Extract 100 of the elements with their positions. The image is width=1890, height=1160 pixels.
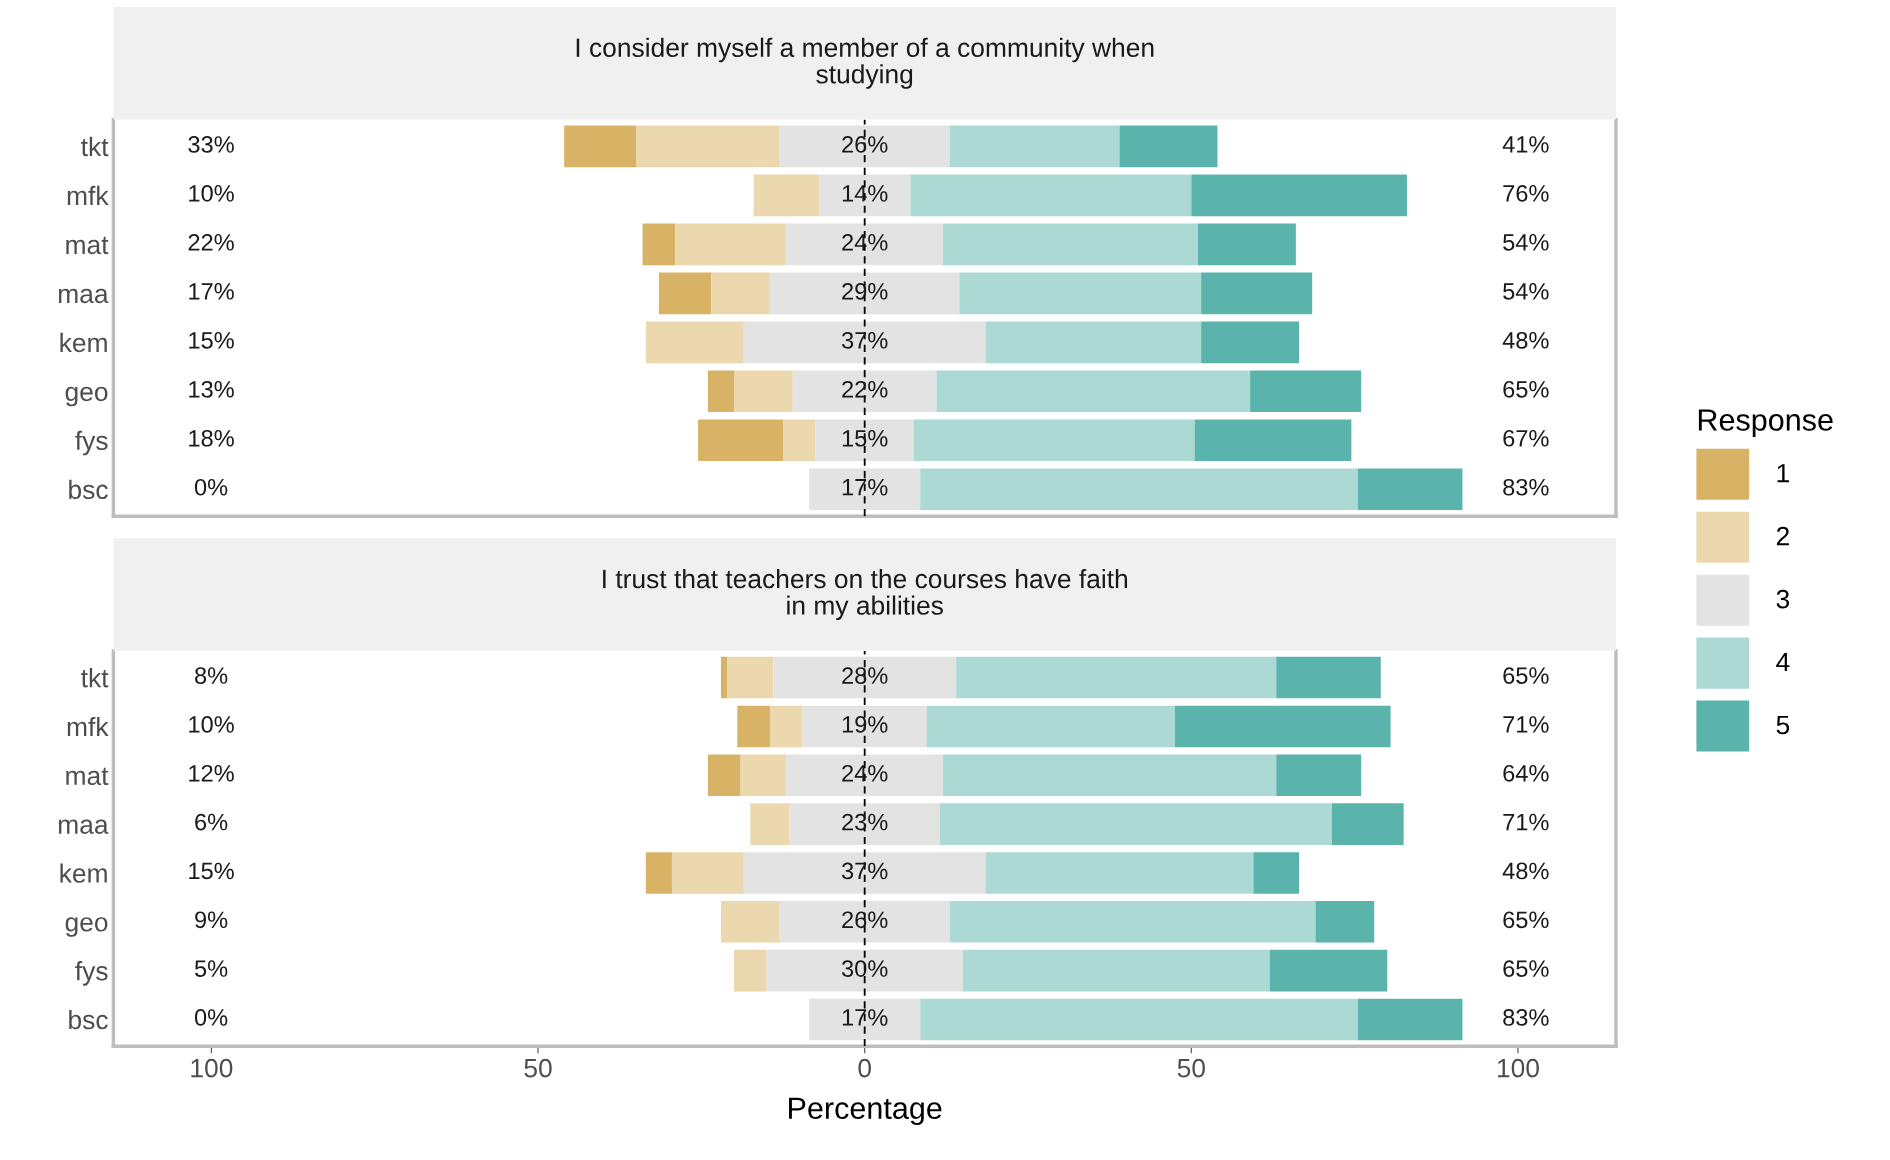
bar — [740, 754, 787, 797]
annotation: 14% — [842, 185, 888, 202]
annotation: 5% — [194, 960, 228, 977]
bar — [1119, 125, 1218, 168]
annotation: 33% — [188, 136, 234, 153]
annotation: 48% — [1502, 862, 1549, 880]
bar — [727, 656, 774, 699]
annotation: 17% — [189, 283, 234, 300]
y-tick-label: fys — [75, 430, 108, 456]
bar — [1331, 803, 1404, 845]
bar — [636, 125, 780, 168]
bar — [743, 321, 986, 364]
bar — [910, 174, 1192, 217]
annotation: 19% — [842, 716, 888, 733]
annotation: 0% — [194, 478, 228, 496]
bar — [707, 370, 735, 413]
annotation: 10% — [189, 716, 234, 733]
annotation: 15% — [189, 332, 234, 349]
bar — [720, 901, 780, 943]
bar — [711, 272, 770, 315]
annotation: 24% — [842, 233, 888, 251]
annotation: 18% — [189, 429, 234, 447]
annotation: 65% — [1503, 911, 1549, 929]
bar — [753, 174, 819, 217]
y-tick-label: tkt — [81, 668, 109, 688]
bar — [783, 419, 816, 462]
y-tick-label: geo — [65, 917, 108, 937]
annotation: 23% — [842, 813, 888, 831]
bar — [707, 754, 741, 797]
bar — [809, 998, 921, 1041]
y-tick-label: kem — [60, 332, 107, 353]
bar — [743, 852, 986, 894]
legend-title: Response — [1698, 409, 1833, 437]
annotation: 29% — [842, 282, 888, 300]
chart-title: I consider myself a member of a community when studying — [576, 37, 1154, 89]
y-tick-label: tkt — [81, 136, 109, 157]
annotation: 17% — [842, 478, 888, 496]
bar — [792, 370, 937, 413]
bar — [779, 901, 950, 943]
bar — [737, 705, 770, 748]
annotation: 48% — [1502, 331, 1549, 349]
annotation: 37% — [841, 862, 888, 880]
annotation: 26% — [842, 911, 888, 929]
bar — [926, 705, 1175, 748]
bar — [1315, 901, 1375, 943]
bar — [642, 223, 676, 266]
bar — [943, 754, 1277, 797]
legend-label: 3 — [1776, 589, 1790, 609]
bar — [1201, 272, 1313, 315]
bar — [1194, 419, 1352, 462]
y-tick-label: fys — [75, 961, 108, 986]
annotation: 71% — [1503, 716, 1549, 733]
x-axis-title: Percentage — [789, 1097, 942, 1126]
x-tick-label: 100 — [191, 1058, 233, 1078]
bar — [959, 272, 1202, 315]
bar — [658, 272, 712, 315]
bar — [1276, 754, 1362, 797]
annotation: 83% — [1503, 478, 1549, 496]
x-tick-label: 50 — [524, 1058, 552, 1078]
bar — [818, 174, 911, 217]
annotation: 26% — [842, 136, 888, 153]
bar — [809, 468, 921, 511]
chart-title: I trust that teachers on the courses have faith in my abilities — [603, 568, 1128, 621]
legend-label: 1 — [1777, 464, 1789, 483]
bar — [956, 656, 1277, 699]
annotation: 15% — [189, 862, 234, 880]
bar — [750, 803, 790, 845]
annotation: 54% — [1503, 234, 1549, 251]
annotation: 64% — [1503, 764, 1549, 782]
annotation: 8% — [195, 667, 228, 684]
y-tick-label: mat — [66, 236, 109, 255]
y-tick-label: mfk — [67, 185, 109, 205]
bar — [1357, 468, 1463, 511]
bar — [769, 705, 803, 748]
bar — [786, 754, 944, 797]
y-tick-label: maa — [58, 819, 109, 834]
bar — [949, 125, 1120, 168]
bar — [769, 272, 960, 315]
bar — [1174, 705, 1391, 748]
y-tick-label: mfk — [67, 716, 109, 737]
x-tick-label: 0 — [858, 1058, 871, 1078]
annotation: 83% — [1503, 1009, 1549, 1026]
annotation: 65% — [1503, 667, 1549, 684]
y-tick-label: bsc — [69, 1009, 108, 1030]
bar — [985, 852, 1254, 894]
x-tick-label: 50 — [1177, 1058, 1205, 1078]
legend-label: 5 — [1776, 715, 1790, 735]
bar — [936, 370, 1251, 413]
y-tick-label: geo — [65, 386, 108, 407]
bar — [1197, 223, 1296, 266]
annotation: 0% — [194, 1009, 228, 1026]
annotation: 9% — [195, 911, 228, 929]
bar — [1357, 998, 1463, 1041]
annotation: 17% — [842, 1009, 888, 1026]
annotation: 76% — [1503, 185, 1549, 202]
bar — [786, 223, 944, 266]
bar — [920, 998, 1358, 1041]
bar — [779, 125, 950, 168]
annotation: 22% — [188, 233, 234, 251]
annotation: 13% — [189, 380, 234, 398]
